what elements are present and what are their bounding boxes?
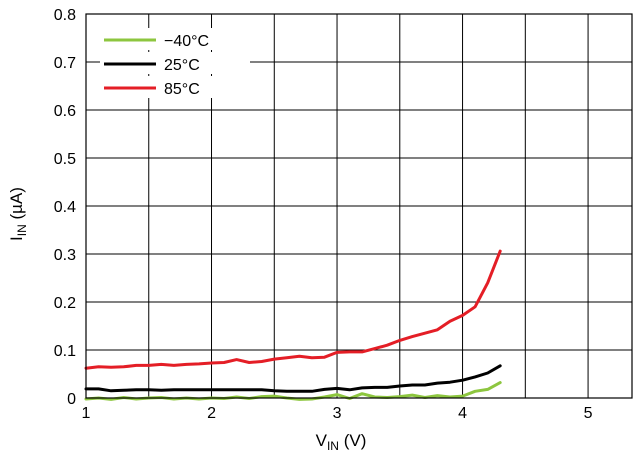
x-axis-title-sub: IN <box>327 439 339 453</box>
y-tick-labels: 0 0.1 0.2 0.3 0.4 0.5 0.6 0.7 0.8 <box>54 7 76 408</box>
y-tick-label: 0.4 <box>54 199 76 216</box>
y-tick-label: 0.7 <box>54 55 76 72</box>
y-tick-label: 0.8 <box>54 7 76 24</box>
x-tick-label: 5 <box>584 405 593 422</box>
y-tick-label: 0.6 <box>54 103 76 120</box>
y-axis-title-main: I <box>7 236 26 241</box>
x-tick-label: 4 <box>458 405 467 422</box>
x-tick-labels: 1 2 3 4 5 <box>82 405 593 422</box>
x-axis-title: VIN (V) <box>316 431 367 453</box>
x-tick-label: 2 <box>207 405 216 422</box>
y-axis-title-sub: IN <box>15 224 29 236</box>
y-tick-label: 0.3 <box>54 247 76 264</box>
y-tick-label: 0.1 <box>54 343 76 360</box>
legend-label: 85°C <box>164 81 200 98</box>
series-line <box>84 364 502 393</box>
y-tick-label: 0 <box>67 391 76 408</box>
legend-item-bg <box>100 76 250 98</box>
series-lines <box>84 249 502 401</box>
y-axis-title: IIN (µA) <box>7 187 29 241</box>
series-line <box>84 249 502 370</box>
legend-label: 25°C <box>164 57 200 74</box>
legend-label: −40°C <box>164 33 209 50</box>
x-axis-title-main: V <box>316 431 328 450</box>
x-tick-label: 1 <box>82 405 91 422</box>
x-tick-label: 3 <box>333 405 342 422</box>
y-axis-title-unit: (µA) <box>7 187 26 224</box>
x-axis-title-unit: (V) <box>339 431 366 450</box>
legend: −40°C 25°C 85°C <box>100 28 250 98</box>
y-tick-label: 0.2 <box>54 295 76 312</box>
plot-frame <box>85 13 633 399</box>
legend-item-bg <box>100 52 250 74</box>
legend-item-bg <box>100 28 250 50</box>
y-tick-label: 0.5 <box>54 151 76 168</box>
